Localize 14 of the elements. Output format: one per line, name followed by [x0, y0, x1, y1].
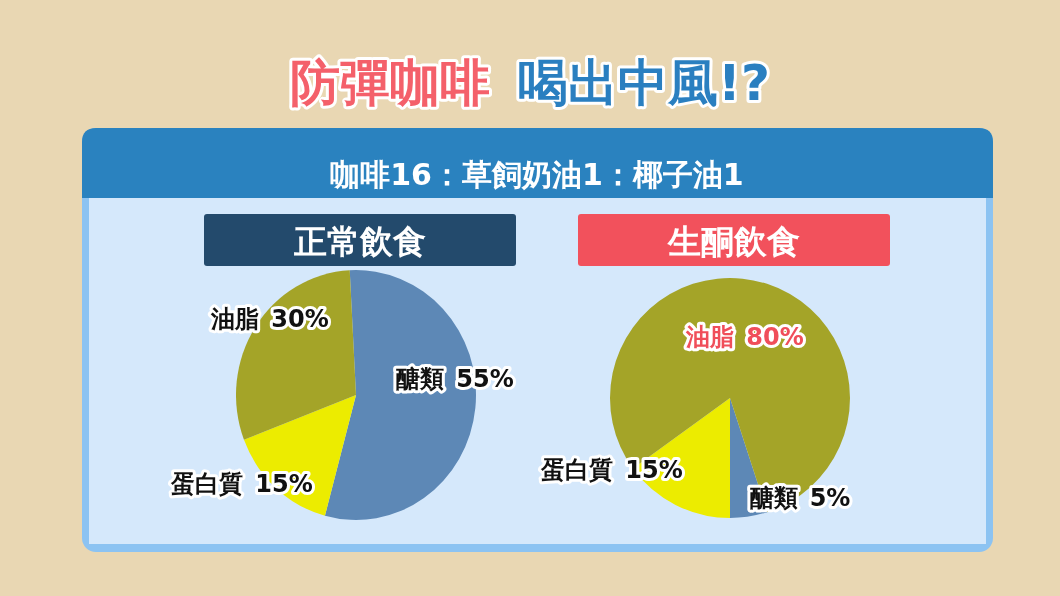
slice-label: 蛋白質	[540, 456, 614, 484]
slice-label: 蛋白質	[170, 470, 244, 498]
data-label: 80%	[746, 323, 804, 351]
text: 咖啡16：草飼奶油1：椰子油1	[330, 157, 744, 192]
chart-title: 正常飲食	[293, 222, 426, 261]
data-label: 30%	[271, 305, 329, 333]
chart-title: 生酮飲食	[667, 222, 800, 261]
data-label: 5%	[809, 484, 851, 512]
slice-label: 油脂	[685, 323, 735, 351]
text: 喝出中風!?	[518, 54, 770, 112]
data-label: 55%	[456, 365, 514, 393]
text: 防彈咖啡	[290, 54, 491, 112]
slice-label: 油脂	[210, 305, 260, 333]
slice-label: 醣類	[396, 365, 445, 393]
